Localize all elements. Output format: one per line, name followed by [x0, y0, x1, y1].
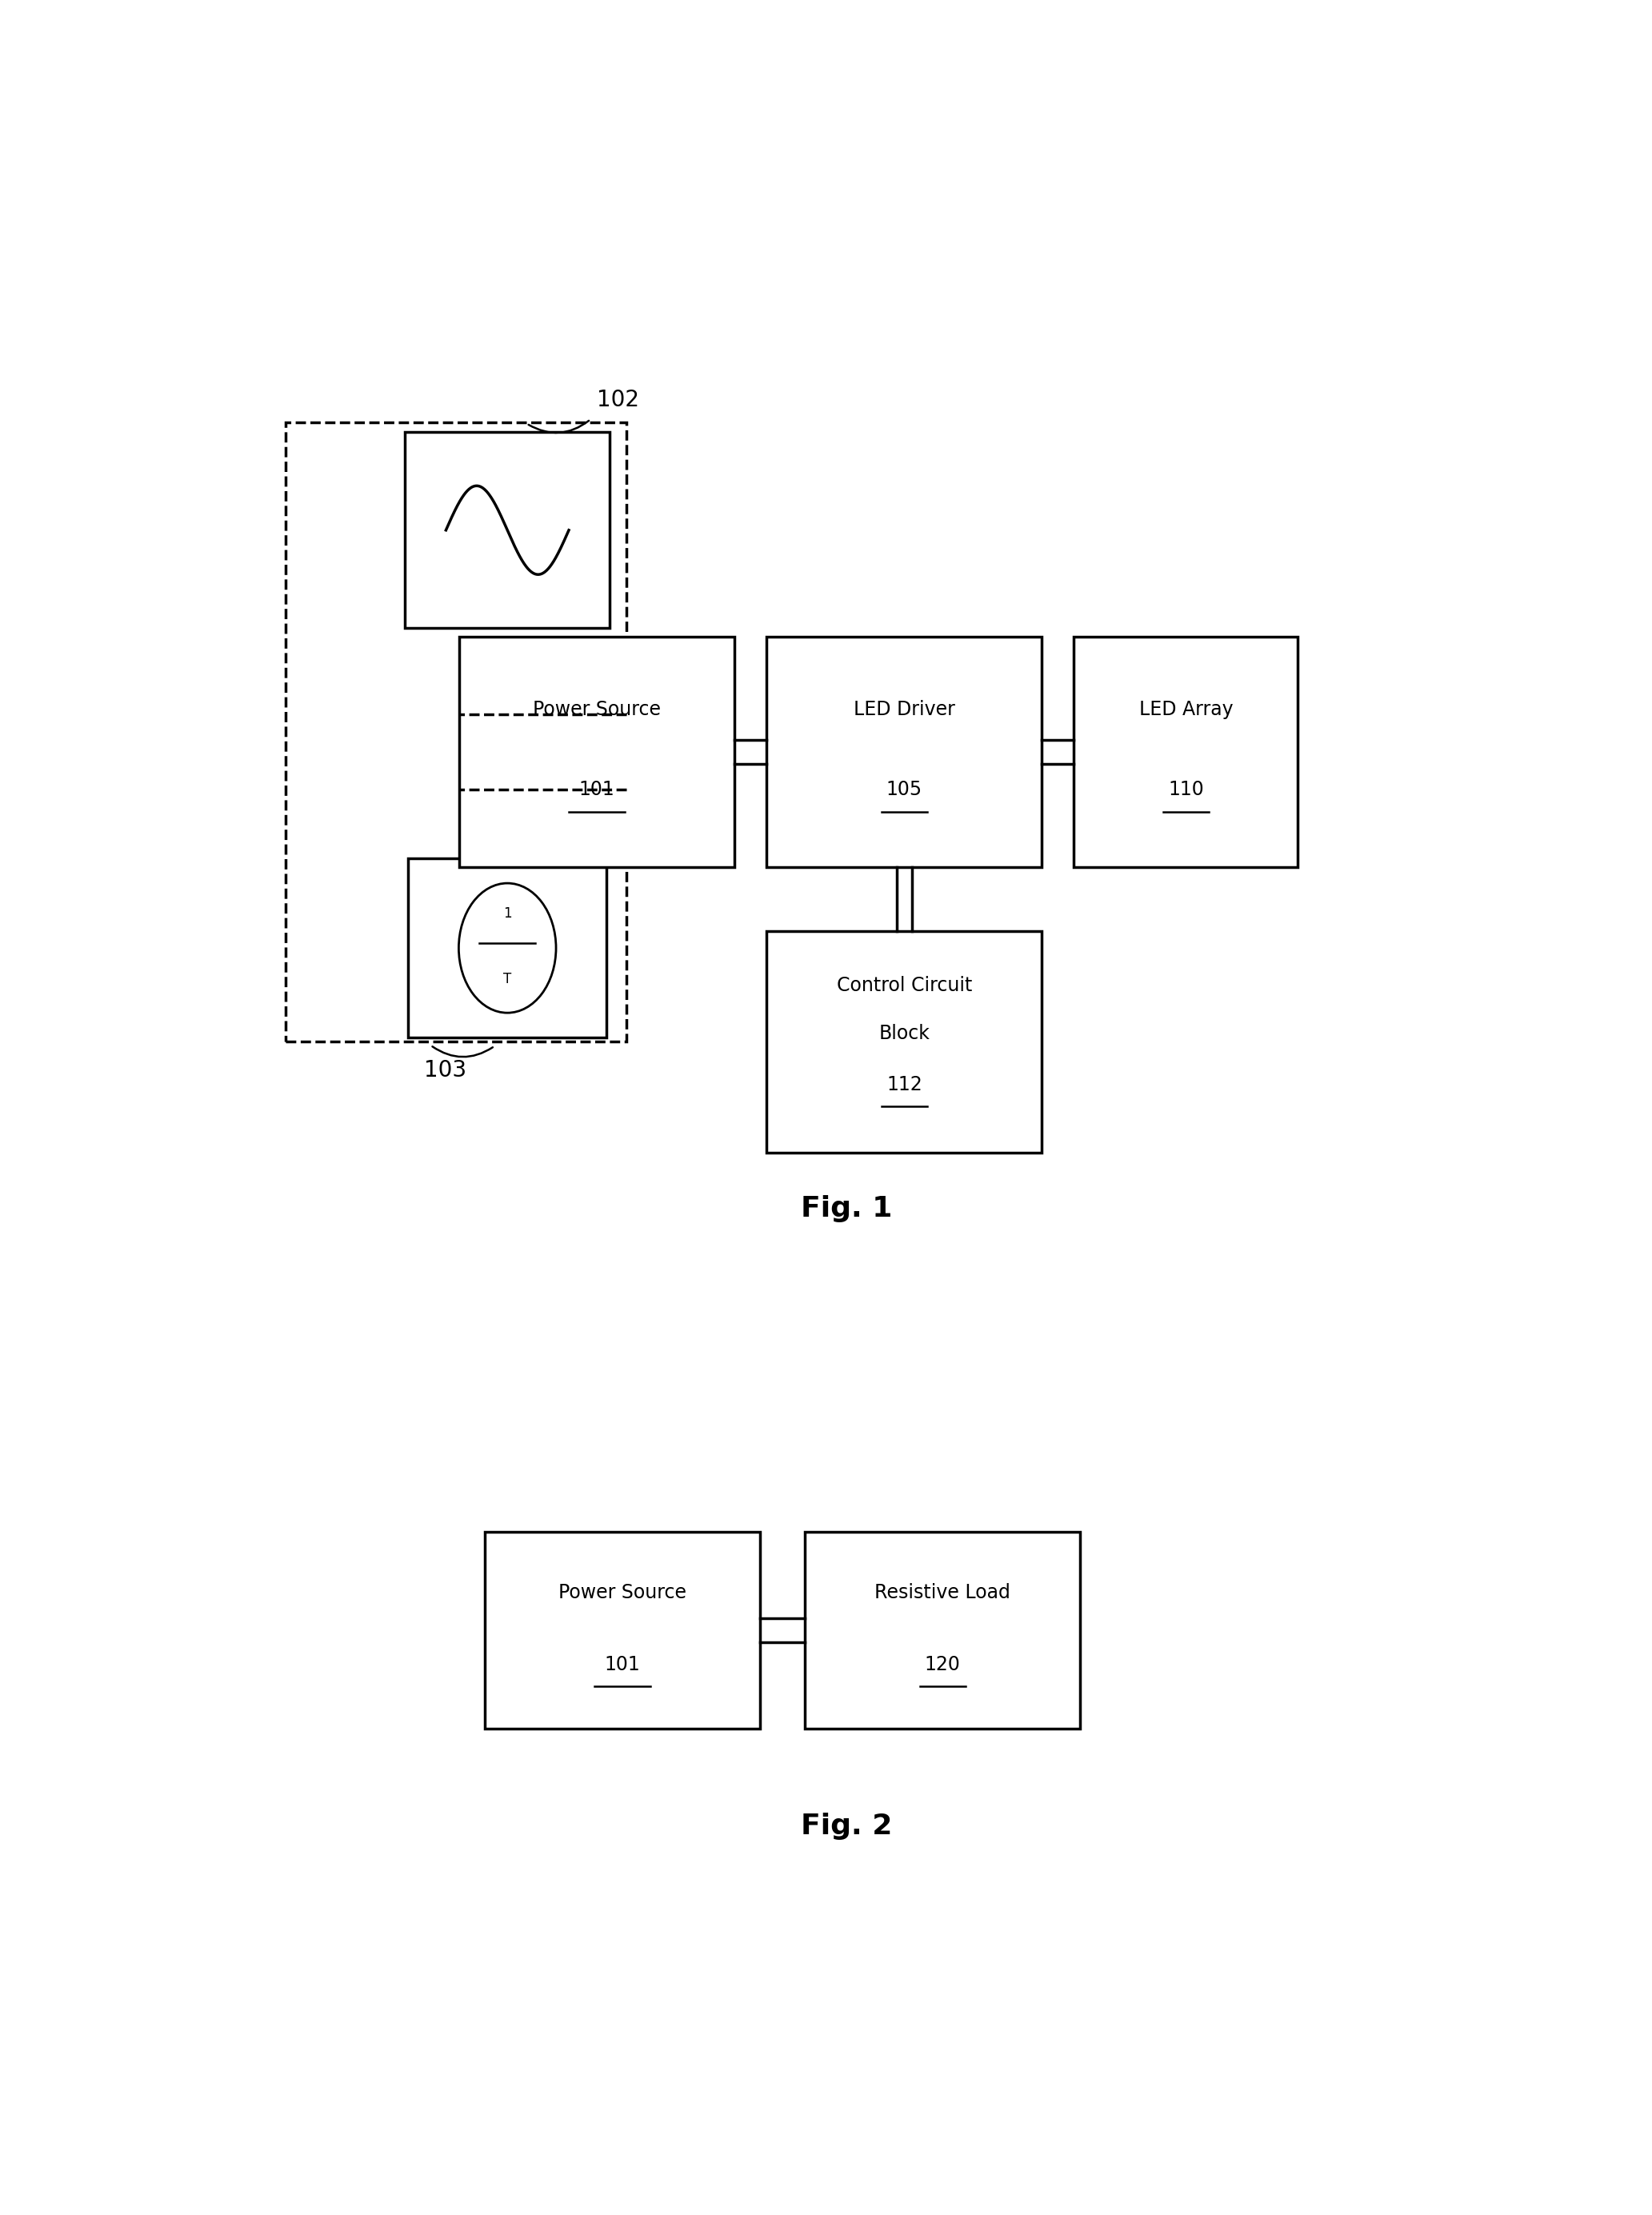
Text: Resistive Load: Resistive Load [874, 1584, 1011, 1601]
Text: LED Array: LED Array [1138, 700, 1232, 720]
Bar [405, 432, 610, 629]
Text: 112: 112 [887, 1074, 922, 1094]
Text: Control Circuit: Control Circuit [836, 977, 971, 995]
Circle shape [459, 884, 557, 1012]
Bar [767, 930, 1042, 1152]
Text: 102: 102 [596, 388, 639, 410]
Bar [1074, 636, 1298, 866]
Text: 101: 101 [580, 780, 615, 800]
Bar [459, 636, 735, 866]
Bar [408, 859, 606, 1037]
Text: LED Driver: LED Driver [854, 700, 955, 720]
Text: Power Source: Power Source [558, 1584, 687, 1601]
Text: 103: 103 [425, 1059, 466, 1081]
Bar [486, 1533, 760, 1728]
Text: Fig. 1: Fig. 1 [801, 1196, 892, 1223]
Bar [805, 1533, 1080, 1728]
Text: Fig. 2: Fig. 2 [801, 1812, 892, 1841]
Text: 110: 110 [1168, 780, 1204, 800]
Text: T: T [504, 972, 512, 986]
Bar [767, 636, 1042, 866]
Text: 101: 101 [605, 1655, 641, 1675]
Text: Block: Block [879, 1023, 930, 1043]
Text: Power Source: Power Source [534, 700, 661, 720]
Bar [286, 423, 626, 1041]
Text: 120: 120 [925, 1655, 960, 1675]
Text: 1: 1 [504, 906, 512, 921]
Text: 105: 105 [885, 780, 922, 800]
